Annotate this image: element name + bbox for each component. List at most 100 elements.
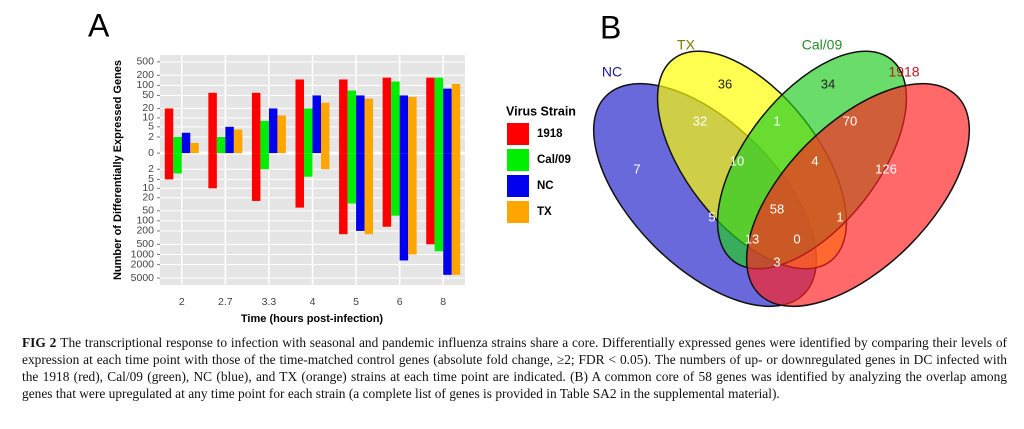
- y-tick-label: 500: [136, 238, 154, 250]
- bar: [164, 153, 174, 180]
- venn-count: 3: [773, 254, 780, 269]
- legend-label: NC: [537, 180, 554, 192]
- legend-swatch: [507, 123, 529, 145]
- bar: [391, 153, 400, 216]
- bar: [434, 77, 444, 154]
- bar: [434, 153, 444, 252]
- venn-count: 32: [693, 113, 707, 128]
- bar: [347, 153, 357, 204]
- bar: [451, 153, 461, 275]
- y-tick-label: 100: [136, 215, 154, 227]
- bar: [173, 153, 182, 174]
- legend-label: Cal/09: [537, 154, 571, 166]
- legend-label: 1918: [537, 128, 563, 140]
- bar: [443, 153, 452, 275]
- bar: [364, 98, 374, 154]
- venn-count: 5: [708, 209, 715, 224]
- venn-count: 13: [745, 231, 759, 246]
- bar: [233, 129, 243, 154]
- x-tick-label: 4: [310, 296, 316, 308]
- bar: [277, 115, 286, 154]
- venn-count: 58: [770, 201, 784, 216]
- bar: [321, 153, 330, 170]
- y-tick-label: 50: [142, 205, 154, 217]
- y-tick-label: 1000: [131, 248, 155, 260]
- x-tick-label: 3.3: [262, 296, 277, 308]
- bar: [382, 77, 392, 154]
- y-tick-label: 100: [136, 79, 154, 91]
- bar: [451, 84, 461, 154]
- bar: [251, 153, 261, 201]
- x-tick-label: 8: [440, 296, 446, 308]
- panel-label: B: [600, 9, 621, 45]
- bar: [339, 79, 348, 154]
- bar: [347, 90, 357, 154]
- bar: [408, 153, 417, 255]
- bar: [181, 132, 191, 154]
- bar: [356, 153, 365, 231]
- y-tick-label: 10: [142, 182, 154, 194]
- venn-count: 34: [821, 76, 835, 91]
- legend-title: Virus Strain: [506, 104, 576, 118]
- bar: [216, 136, 226, 154]
- caption-label: FIG 2: [22, 335, 57, 350]
- bar: [164, 108, 174, 154]
- bar: [208, 153, 217, 189]
- figure: A Number of Differentially Expressed Gen…: [88, 7, 971, 325]
- y-tick-label: 5: [148, 173, 154, 185]
- y-tick-label: 20: [142, 192, 154, 204]
- y-tick-label: 50: [142, 89, 154, 101]
- venn-count: 70: [843, 113, 857, 128]
- legend-swatch: [507, 175, 529, 197]
- legend-swatch: [507, 201, 529, 223]
- bar: [364, 153, 374, 235]
- y-axis-label: Number of Differentially Expressed Genes: [112, 60, 124, 280]
- venn-set-label: NC: [602, 64, 622, 80]
- x-tick-label: 2.7: [218, 296, 233, 308]
- venn-count: 1: [773, 113, 780, 128]
- y-tick-label: 200: [136, 69, 154, 81]
- y-tick-label: 200: [136, 225, 154, 237]
- bar: [260, 120, 269, 154]
- legend-swatch: [507, 149, 529, 171]
- panel-label: A: [88, 7, 110, 43]
- bar: [190, 142, 199, 154]
- bar: [321, 102, 330, 154]
- bar: [260, 153, 269, 170]
- bar: [173, 136, 182, 154]
- bar: [399, 95, 409, 154]
- y-tick-label: 5: [148, 121, 154, 133]
- bar: [408, 96, 417, 154]
- bar: [382, 153, 392, 227]
- venn-count: 36: [718, 76, 732, 91]
- x-tick-label: 5: [353, 296, 359, 308]
- venn-count: 1: [836, 209, 843, 224]
- x-tick-label: 2: [179, 296, 185, 308]
- bar: [304, 153, 313, 177]
- venn-count: 126: [875, 161, 897, 176]
- bar: [225, 126, 234, 154]
- bar: [391, 81, 400, 154]
- bar: [208, 92, 217, 154]
- bar: [443, 88, 452, 154]
- venn-set-label: TX: [677, 37, 696, 53]
- venn-set: [745, 82, 971, 308]
- bar: [295, 153, 304, 208]
- y-tick-label: 20: [142, 102, 154, 114]
- y-tick-label: 0: [148, 147, 154, 159]
- venn-count: 10: [730, 153, 744, 168]
- venn-set-label: Cal/09: [802, 37, 843, 53]
- legend-label: TX: [537, 206, 552, 218]
- venn-count: 0: [793, 231, 800, 246]
- x-tick-label: 6: [397, 296, 403, 308]
- caption-text: The transcriptional response to infectio…: [22, 335, 1008, 401]
- bar: [426, 77, 435, 154]
- venn-set-label: 1918: [888, 64, 919, 80]
- bar: [399, 153, 409, 261]
- bar: [268, 108, 278, 154]
- y-tick-label: 10: [142, 112, 154, 124]
- y-tick-label: 500: [136, 56, 154, 68]
- y-tick-label: 2: [148, 131, 154, 143]
- bar: [251, 92, 261, 154]
